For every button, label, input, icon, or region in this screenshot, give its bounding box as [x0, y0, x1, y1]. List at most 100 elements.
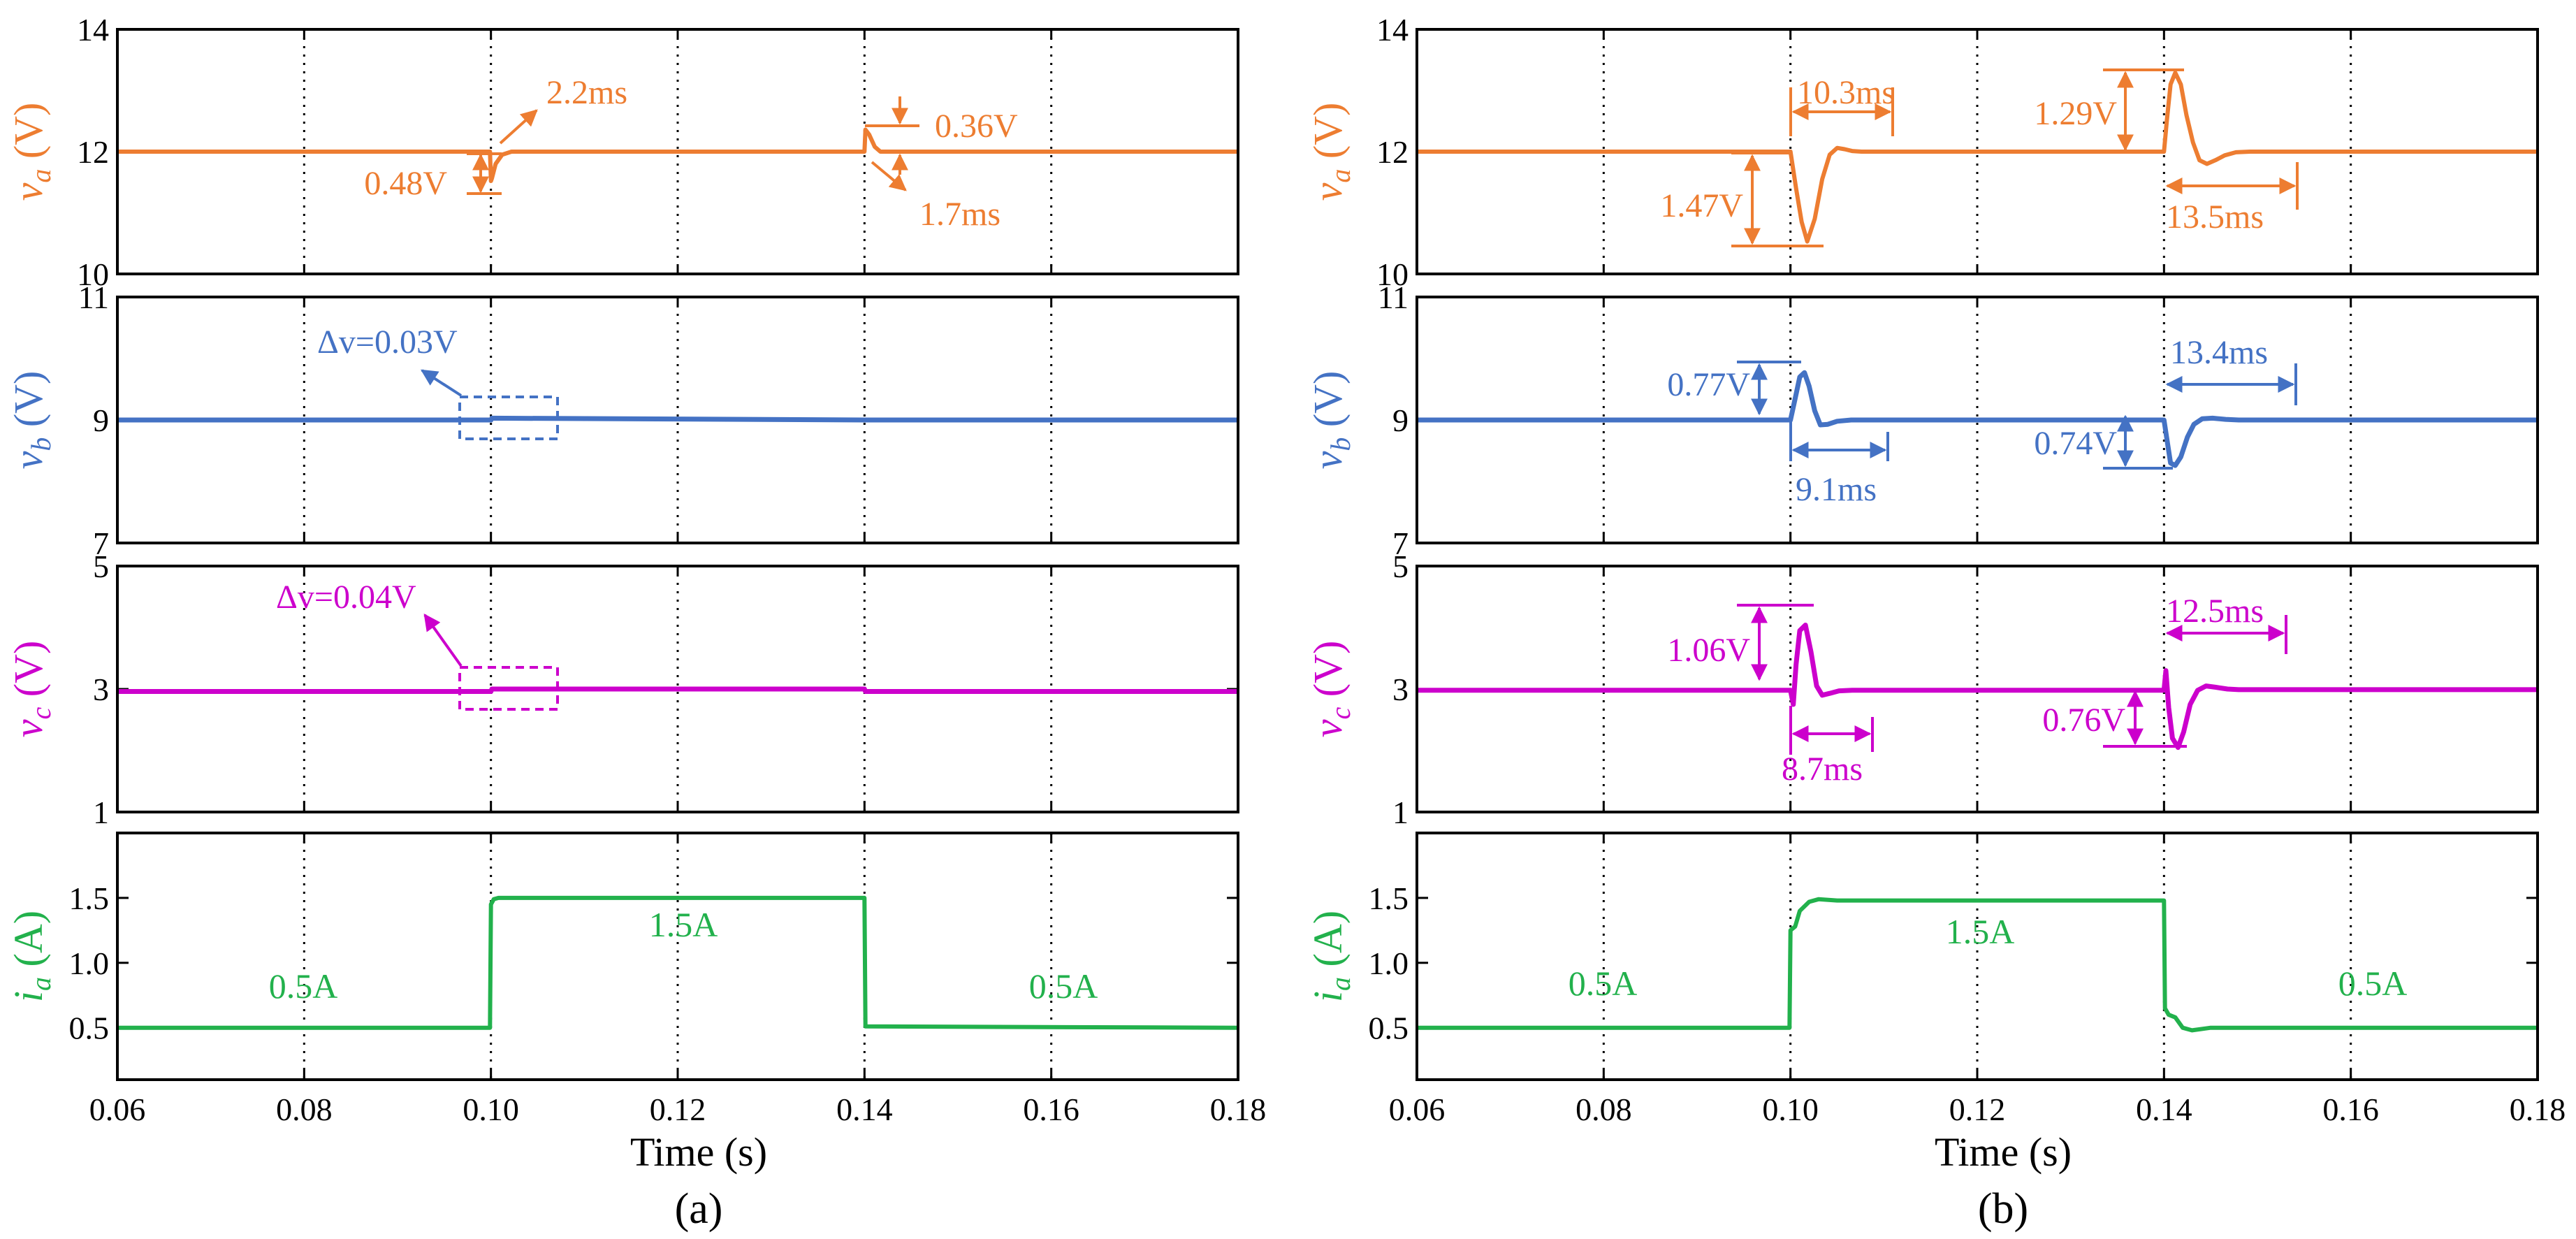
y-axis-label-b-va: va (V) [1305, 103, 1356, 201]
series-line-a-vb [117, 415, 1238, 423]
y-tick-label-a-ia: 1.0 [69, 945, 110, 981]
series-line-b-va [1417, 71, 2538, 244]
annot-a-va-arrow-1 [499, 109, 538, 145]
annot-a-va-settle-time: 1.7ms [919, 196, 1000, 233]
x-tick-label-a: 0.18 [1210, 1092, 1267, 1127]
y-tick-label-b-ia: 1.5 [1369, 881, 1409, 916]
annot-b-vb-rise: 0.77V [1667, 366, 1750, 403]
x-tick-label-b: 0.08 [1576, 1092, 1632, 1127]
annot-a-va-arrow-4 [871, 161, 907, 191]
x-tick-label-b: 0.18 [2510, 1092, 2566, 1127]
x-tick-label-b: 0.16 [2322, 1092, 2379, 1127]
subplot-a-ia: 0.5 1.0 1.5 0.06 0.08 0.10 0.12 0.14 0.16 0.18 ia … [6, 832, 1267, 1127]
y-axis-label-a-ia: ia (A) [6, 911, 57, 1002]
series-line-a-va [117, 127, 1238, 183]
annot-b-va-drop-time: 10.3ms [1797, 74, 1895, 111]
static-text-layer: Time (s) Time (s) (a) (b) 0.48V 2.2ms 0.… [269, 68, 2408, 1233]
annot-a-vc-arrow [423, 614, 463, 667]
annot-b-vc-rise: 1.06V [1667, 632, 1750, 669]
annot-b-va-rise: 1.29V [2034, 95, 2117, 132]
axes-frame-b-vc [1416, 565, 2539, 813]
panel-label-b: (b) [1978, 1185, 2028, 1233]
y-tick-label-b-vb: 9 [1392, 403, 1409, 438]
axes-frame-b-va [1416, 28, 2539, 275]
x-tick-label-a: 0.08 [276, 1092, 333, 1127]
y-tick-label-a-vb: 9 [93, 403, 109, 438]
subplot-a-vb: 7 9 11 vb (V) [6, 280, 1239, 561]
x-tick-label-a: 0.14 [836, 1092, 893, 1127]
y-tick-label-a-vc: 3 [93, 672, 109, 707]
annot-a-va-drop: 0.48V [364, 165, 447, 202]
annot-a-vb-zoom-box [458, 396, 559, 440]
y-tick-label-b-va: 14 [1376, 12, 1409, 48]
y-tick-label-a-va: 10 [77, 256, 109, 292]
y-axis-label-b-vc: vc (V) [1305, 641, 1356, 738]
annot-a-vb-arrow [420, 369, 463, 397]
y-axis-label-b-vb: vb (V) [1305, 371, 1356, 470]
annot-b-ia-low-1: 0.5A [1569, 964, 1638, 1003]
annot-a-ia-low-2: 0.5A [1029, 966, 1098, 1006]
y-axis-label-a-va: va (V) [6, 103, 57, 201]
y-tick-label-a-vb: 11 [78, 280, 109, 315]
annot-b-ia-high: 1.5A [1946, 912, 2015, 951]
x-axis-label-a: Time (s) [630, 1129, 767, 1175]
annot-a-va-rise: 0.36V [935, 108, 1018, 145]
axes-frame-a-vc [116, 565, 1239, 813]
annot-a-vc-zoom-box [458, 666, 559, 711]
plots-layer: 10 12 14 va (V) 7 9 11 vb (V) 1 3 5 vc (V) 0.5 1.0 1.5… [6, 12, 2566, 1127]
subplot-b-vb: 7 9 11 vb (V) [1305, 280, 2539, 561]
series-line-b-ia [1417, 897, 2538, 1033]
y-tick-label-b-va: 12 [1376, 134, 1409, 170]
y-axis-label-a-vb: vb (V) [6, 371, 57, 470]
y-tick-label-b-vc: 1 [1392, 795, 1409, 830]
x-tick-label-a: 0.10 [463, 1092, 519, 1127]
subplot-b-va: 10 12 14 va (V) [1305, 12, 2539, 292]
annot-a-vc-delta: Δv=0.04V [276, 579, 416, 616]
panel-label-a: (a) [675, 1185, 723, 1233]
annot-a-va-recover-time: 2.2ms [546, 74, 627, 111]
annot-b-vc-settle-time-2: 12.5ms [2166, 593, 2264, 630]
x-tick-label-a: 0.12 [650, 1092, 706, 1127]
y-tick-label-a-vc: 1 [93, 795, 109, 830]
x-tick-label-b: 0.14 [2136, 1092, 2192, 1127]
annot-b-va-drop: 1.47V [1660, 187, 1743, 224]
y-axis-label-a-vc: vc (V) [6, 641, 57, 738]
y-tick-label-a-ia: 1.5 [69, 881, 110, 916]
y-tick-label-b-ia: 0.5 [1369, 1010, 1409, 1046]
axes-frame-a-ia [116, 832, 1239, 1081]
x-tick-label-b: 0.06 [1389, 1092, 1446, 1127]
y-tick-label-a-vc: 5 [93, 549, 109, 584]
x-tick-label-a: 0.06 [89, 1092, 146, 1127]
y-tick-label-a-ia: 0.5 [69, 1010, 110, 1046]
annotations-a: 0.48V 2.2ms 0.36V 1.7ms Δv=0.03V Δv=0.04… [269, 74, 1098, 1006]
subplot-b-vc: 1 3 5 vc (V) [1305, 549, 2539, 830]
x-tick-label-b: 0.12 [1949, 1092, 2006, 1127]
subplot-a-vc: 1 3 5 vc (V) [6, 549, 1239, 830]
x-axis-label-b: Time (s) [1935, 1129, 2072, 1175]
axes-frame-b-ia [1416, 832, 2539, 1081]
annot-b-ia-low-2: 0.5A [2338, 964, 2408, 1003]
y-tick-label-a-va: 12 [77, 134, 109, 170]
x-tick-label-b: 0.10 [1762, 1092, 1819, 1127]
annot-a-vb-delta: Δv=0.03V [317, 324, 458, 361]
y-tick-label-b-ia: 1.0 [1369, 945, 1409, 981]
y-tick-label-b-vb: 11 [1378, 280, 1409, 315]
subplot-a-va: 10 12 14 va (V) [6, 12, 1239, 292]
y-axis-label-b-ia: ia (A) [1305, 911, 1356, 1002]
series-line-b-vb [1417, 370, 2538, 468]
annot-a-ia-high: 1.5A [649, 905, 718, 944]
annot-b-vc-settle-time-1: 8.7ms [1782, 751, 1863, 788]
y-tick-label-b-va: 10 [1376, 256, 1409, 292]
y-tick-label-b-vc: 5 [1392, 549, 1409, 584]
series-line-b-vc [1417, 623, 2538, 751]
y-tick-label-a-vb: 7 [93, 526, 109, 561]
annot-b-vb-drop: 0.74V [2034, 425, 2117, 462]
x-tick-label-a: 0.16 [1023, 1092, 1079, 1127]
series-line-a-vc [117, 686, 1238, 694]
axes-frame-a-vb [116, 296, 1239, 544]
y-tick-label-a-va: 14 [77, 12, 109, 48]
subplot-b-ia: 0.5 1.0 1.5 0.06 0.08 0.10 0.12 0.14 0.16 0.18 ia … [1305, 832, 2566, 1127]
annotations-b: 10.3ms 1.47V 1.29V 13.5ms 0.77V 9.1ms 13… [1569, 68, 2408, 1003]
axes-frame-a-va [116, 28, 1239, 275]
